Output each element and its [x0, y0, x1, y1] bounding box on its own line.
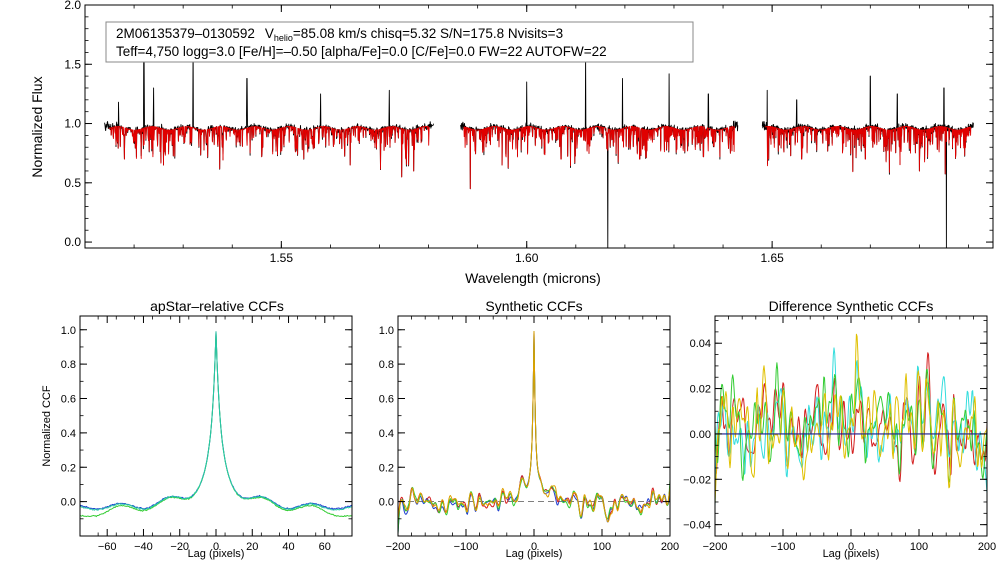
info-vhelio-prefix: V	[265, 26, 274, 41]
apstar-ccf-xtick-label: 60	[319, 541, 331, 553]
synthetic-ccf-xtick-label: −100	[454, 541, 479, 553]
info-star-id: 2M06135379–0130592	[116, 26, 255, 41]
apstar-ccf-xtick-label: 20	[246, 541, 258, 553]
apstar-ccf-lines	[80, 331, 352, 518]
apstar-ccf-plot-area	[80, 331, 352, 518]
difference-ccf-title: Difference Synthetic CCFs	[769, 298, 934, 314]
apstar-ccf-title: apStar–relative CCFs	[150, 298, 284, 314]
spectrum-ticks: 1.55 1.60 1.65 0.0 0.5 1.0 1.5 2.0	[64, 0, 993, 265]
difference-ccf-xlabel: Lag (pixels)	[823, 548, 880, 560]
spectrum-ytick-label: 1.0	[64, 117, 81, 131]
apstar-ccf-xtick-label: 0	[213, 541, 219, 553]
spectrum-xtick-label: 1.55	[270, 251, 294, 265]
apstar-ccf-ticks: −60 −40 −20 0 20 40 60 0.0 0.2 0.4 0.6 0.8 1.0	[61, 316, 353, 553]
apstar-ccf-xtick-label: −20	[170, 541, 189, 553]
spectrum-panel: 1.55 1.60 1.65 0.0 0.5 1.0 1.5 2.0 2M06135379–0…	[29, 0, 994, 286]
difference-ccf-ticks: −200 −100 0 100 200 −0.04 −0.02 0.00 0.02 0.04	[683, 316, 996, 553]
difference-ccf-plot-area	[715, 333, 987, 507]
difference-ccf-xtick-label: 100	[910, 541, 928, 553]
difference-ccf-lines	[715, 333, 987, 507]
synthetic-ccf-xtick-label: 0	[531, 541, 537, 553]
spectrum-ytick-label: 1.5	[64, 57, 81, 71]
apstar-ccf-series-3	[80, 331, 352, 511]
apstar-ccf-ytick-label: 0.2	[61, 462, 76, 474]
synthetic-ccf-panel: Synthetic CCFs −200 −100 0 100 200 0.0 0.2 0.4 0…	[379, 298, 679, 560]
synthetic-ccf-ytick-label: 0.8	[379, 359, 394, 371]
spectrum-xtick-label: 1.60	[515, 251, 539, 265]
spectrum-model-chip-2	[463, 126, 735, 190]
synthetic-ccf-series-4	[398, 331, 670, 523]
apstar-ccf-ytick-label: 0.4	[61, 428, 76, 440]
apstar-ccf-ytick-label: 0.0	[61, 497, 76, 509]
synthetic-ccf-ticks: −200 −100 0 100 200 0.0 0.2 0.4 0.6 0.8 1.0	[379, 316, 679, 553]
difference-ccf-series-3	[715, 362, 987, 483]
spectrum-lines	[104, 42, 974, 248]
apstar-ccf-ytick-label: 1.0	[61, 325, 76, 337]
synthetic-ccf-plot-area	[398, 331, 670, 535]
spectrum-ytick-label: 0.5	[64, 176, 81, 190]
apstar-ccf-ytick-label: 0.8	[61, 359, 76, 371]
synthetic-ccf-title: Synthetic CCFs	[485, 298, 582, 314]
synthetic-ccf-ytick-label: 0.2	[379, 462, 394, 474]
apstar-ccf-xlabel: Lag (pixels)	[188, 548, 245, 560]
spectrum-ytick-label: 2.0	[64, 0, 81, 12]
spectrum-plot-area	[104, 42, 974, 248]
info-line-2: Teff=4,750 logg=3.0 [Fe/H]=–0.50 [alpha/…	[116, 44, 607, 59]
spectrum-ytick-label: 0.0	[64, 235, 81, 249]
synthetic-ccf-lines	[398, 331, 670, 535]
spectrum-axes-frame	[84, 4, 994, 249]
synthetic-ccf-ytick-label: 0.6	[379, 394, 394, 406]
spectrum-xtick-label: 1.65	[760, 251, 784, 265]
difference-ccf-panel: Difference Synthetic CCFs −200 −100 0 100 20…	[683, 298, 996, 560]
difference-ccf-xtick-label: 0	[848, 541, 854, 553]
synthetic-ccf-xtick-label: 100	[593, 541, 611, 553]
info-line-1: 2M06135379–0130592 Vhelio=85.08 km/s chis…	[116, 26, 563, 43]
difference-ccf-xtick-label: −200	[703, 541, 728, 553]
difference-ccf-ytick-label: −0.04	[683, 520, 711, 532]
apstar-ccf-xtick-label: −40	[134, 541, 153, 553]
difference-ccf-series-4	[715, 333, 987, 504]
info-vhelio-values: =85.08 km/s chisq=5.32 S/N=175.8 Nvisits…	[293, 26, 563, 41]
synthetic-ccf-xlabel: Lag (pixels)	[506, 548, 563, 560]
apstar-ccf-panel: apStar–relative CCFs −60 −40 −20 0 20 40 60 0.0…	[41, 298, 353, 560]
spectrum-model-chip-1	[108, 126, 430, 178]
spectrum-model-chip-3	[764, 126, 972, 175]
difference-ccf-ytick-label: 0.04	[690, 338, 711, 350]
apstar-ccf-ytick-label: 0.6	[61, 394, 76, 406]
difference-ccf-ytick-label: −0.02	[683, 474, 711, 486]
difference-ccf-xtick-label: 200	[978, 541, 996, 553]
synthetic-ccf-xtick-label: −200	[386, 541, 411, 553]
spectrum-xlabel: Wavelength (microns)	[465, 270, 601, 286]
difference-ccf-ytick-label: 0.02	[690, 384, 711, 396]
synthetic-ccf-xtick-label: 200	[661, 541, 679, 553]
spectrum-ylabel: Normalized Flux	[29, 76, 45, 177]
difference-ccf-ytick-label: 0.00	[690, 429, 711, 441]
apstar-ccf-ylabel: Normalized CCF	[41, 385, 53, 467]
synthetic-ccf-ytick-label: 0.0	[379, 497, 394, 509]
synthetic-ccf-ytick-label: 1.0	[379, 325, 394, 337]
apstar-ccf-xtick-label: −60	[98, 541, 117, 553]
apstar-ccf-xtick-label: 40	[282, 541, 294, 553]
difference-ccf-xtick-label: −100	[771, 541, 796, 553]
info-box	[105, 21, 694, 63]
synthetic-ccf-ytick-label: 0.4	[379, 428, 394, 440]
info-vhelio-subscript: helio	[274, 33, 293, 43]
